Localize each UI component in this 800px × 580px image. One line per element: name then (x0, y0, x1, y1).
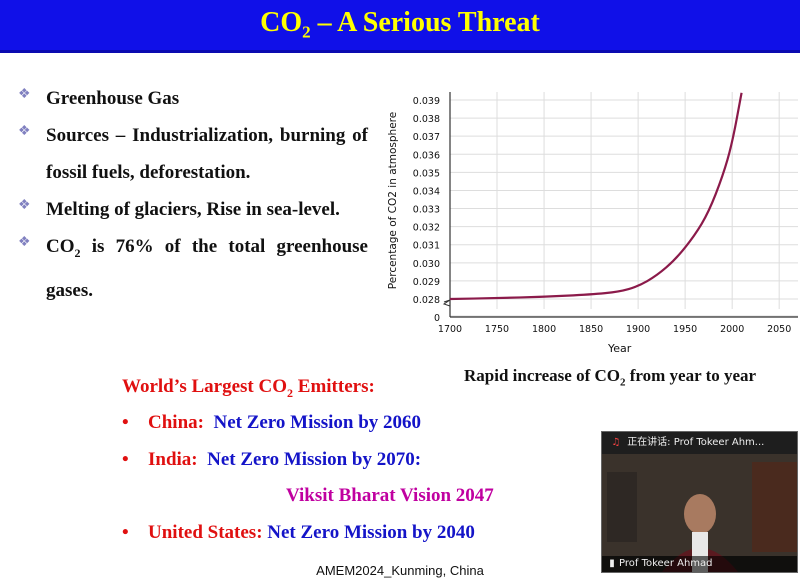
bullet-item: ❖ CO2 is 76% of the total greenhouse gas… (18, 228, 368, 309)
speaker-top-bar: ♫ 正在讲话: Prof Tokeer Ahm... (602, 432, 797, 454)
x-tick-label: 1700 (438, 324, 462, 335)
diamond-bullet-icon: ❖ (18, 198, 31, 213)
x-tick-label: 1850 (579, 324, 603, 335)
speaker-name-bar: ▮ Prof Tokeer Ahmad (602, 556, 797, 572)
y-tick-label: 0.031 (413, 241, 440, 252)
chart-caption: Rapid increase of CO2 from year to year (464, 366, 757, 389)
emitters-heading: World’s Largest CO2 Emitters: (122, 376, 375, 400)
diamond-bullet-icon: ❖ (18, 87, 31, 102)
y-tick-label: 0.035 (413, 168, 440, 179)
x-tick-label: 1950 (673, 324, 697, 335)
speaker-name: Prof Tokeer Ahmad (619, 558, 713, 569)
axis-break-icon (442, 299, 451, 307)
bullet-list: ❖ Greenhouse Gas ❖ Sources – Industriali… (18, 80, 368, 309)
diamond-bullet-icon: ❖ (18, 124, 31, 139)
emitter-india: • India: Net Zero Mission by 2070: (122, 449, 422, 470)
bullet-text: Melting of glaciers, Rise in sea-level. (46, 199, 340, 220)
speaker-top-name: Prof Tokeer Ahm... (673, 437, 765, 448)
bullet-text: Sources – Industrialization, burning of … (46, 125, 368, 183)
x-tick-label: 1750 (485, 324, 509, 335)
y-tick-label: 0.030 (413, 259, 440, 270)
microphone-icon: ♫ (611, 437, 621, 448)
y-tick-label: 0.037 (413, 132, 440, 143)
video-feed (602, 454, 797, 572)
x-tick-label: 2050 (767, 324, 791, 335)
emitter-china: • China: Net Zero Mission by 2060 (122, 412, 422, 433)
x-axis-label: Year (607, 342, 632, 355)
x-tick-label: 1800 (532, 324, 556, 335)
y-tick-label: 0.036 (413, 150, 440, 161)
x-tick-label: 1900 (626, 324, 650, 335)
emitter-united-states: • United States: Net Zero Mission by 2040 (122, 522, 475, 543)
vision-text: Viksit Bharat Vision 2047 (286, 485, 494, 506)
x-tick-label: 2000 (720, 324, 744, 335)
bullet-item: ❖ Greenhouse Gas (18, 80, 368, 117)
y-tick-label: 0.032 (413, 223, 440, 234)
y-tick-label: 0.034 (413, 186, 440, 197)
title-bar: CO2 – A Serious Threat (0, 0, 800, 53)
footer-text: AMEM2024_Kunming, China (316, 563, 484, 578)
y-tick-label: 0.033 (413, 205, 440, 216)
y-tick-label: 0.039 (413, 96, 440, 107)
speaker-video-overlay[interactable]: ♫ 正在讲话: Prof Tokeer Ahm... ▮ Prof Tokeer … (601, 431, 798, 573)
bullet-text: Greenhouse Gas (46, 88, 180, 109)
signal-bars-icon: ▮ (609, 558, 615, 569)
diamond-bullet-icon: ❖ (18, 235, 31, 250)
slide-title: CO2 – A Serious Threat (260, 7, 540, 42)
y-tick-label: 0 (434, 313, 440, 324)
bullet-item: ❖ Sources – Industrialization, burning o… (18, 117, 368, 191)
bullet-item: ❖ Melting of glaciers, Rise in sea-level… (18, 191, 368, 228)
y-axis-label: Percentage of CO2 in atmosphere (387, 112, 399, 289)
y-tick-label: 0.038 (413, 114, 440, 125)
speaking-label: 正在讲话: (627, 437, 671, 448)
y-tick-label: 0.029 (413, 277, 440, 288)
bullet-text: CO2 is 76% of the total greenhouse gases… (46, 236, 368, 301)
co2-series-line (449, 92, 743, 301)
y-tick-label: 0.028 (413, 295, 440, 306)
co2-line-chart: 0 0.028 0.029 0.030 0.031 0.032 0.033 0.034 0.03… (387, 92, 798, 355)
